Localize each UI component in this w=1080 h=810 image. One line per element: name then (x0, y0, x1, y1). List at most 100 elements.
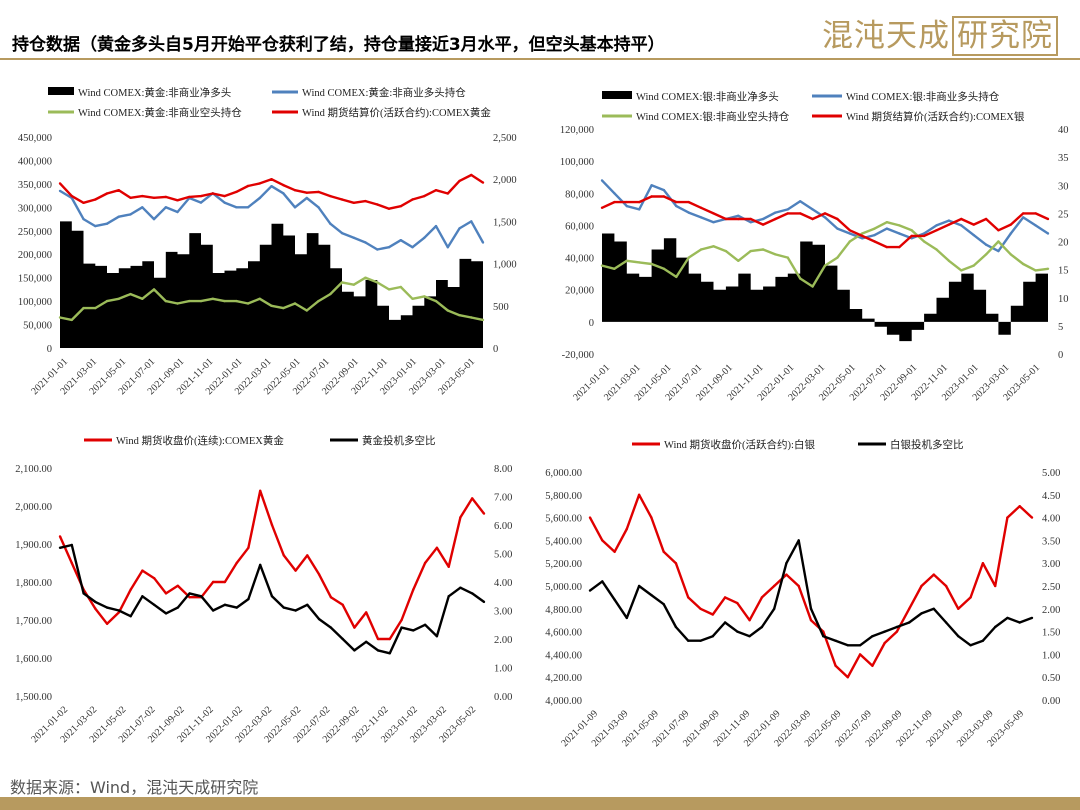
data-point (94, 600, 97, 604)
data-point (235, 299, 238, 303)
data-point (712, 221, 715, 224)
data-point (164, 299, 167, 303)
data-point (376, 637, 380, 641)
y-left-tick-label: 20,000 (565, 286, 594, 297)
data-point (662, 603, 665, 606)
y-right-tick-label: 0.00 (494, 692, 512, 703)
data-point (797, 584, 800, 588)
data-point (423, 561, 427, 565)
data-point (58, 189, 62, 193)
data-point (650, 516, 653, 519)
data-point (724, 217, 728, 221)
data-point (960, 269, 963, 272)
data-point (423, 236, 426, 239)
data-point (898, 232, 901, 235)
data-point (625, 204, 628, 208)
data-point (258, 196, 261, 200)
y-right-tick-label: 3.00 (494, 607, 512, 618)
y-left-tick-label: 200,000 (18, 250, 52, 261)
y-left-tick-label: 1,600.00 (15, 654, 52, 665)
data-point (305, 191, 308, 194)
y-left-tick-label: 1,800.00 (15, 578, 52, 589)
data-point (834, 664, 837, 667)
data-point (411, 198, 414, 201)
data-point (984, 253, 988, 256)
data-point (920, 584, 923, 588)
data-point (1034, 224, 1037, 227)
data-point (399, 205, 402, 208)
data-point (105, 222, 109, 225)
data-point (711, 613, 714, 616)
data-point (650, 593, 653, 597)
data-point (662, 550, 665, 553)
data-point (270, 178, 273, 181)
data-point (898, 224, 901, 227)
data-point (353, 649, 356, 652)
data-point (105, 192, 109, 195)
series-line-0 (588, 493, 1033, 679)
data-point (152, 217, 156, 221)
data-point (482, 600, 486, 604)
data-point (387, 207, 391, 210)
page-title: 持仓数据（黄金多头自5月开始平仓获利了结，持仓量接近3月水平，但空头基本持平） (12, 35, 665, 55)
data-point (188, 195, 191, 199)
data-point (188, 299, 191, 303)
data-point (282, 192, 285, 195)
data-point (259, 489, 262, 492)
data-point (957, 635, 960, 638)
data-point (944, 621, 948, 624)
data-point (588, 516, 592, 519)
data-point (760, 625, 764, 629)
y-left-tick-label: -20,000 (562, 350, 594, 361)
data-point (972, 233, 975, 237)
data-point (848, 240, 851, 243)
y-left-tick-label: 5,800.00 (545, 491, 582, 502)
data-point (341, 603, 344, 606)
data-point (164, 612, 168, 615)
data-point (329, 194, 332, 198)
silver-ratio-chart: 4,000.00 4,200.00 4,400.00 4,600.00 4,800.00… (545, 438, 1060, 749)
data-point (774, 211, 777, 214)
data-point (293, 206, 297, 209)
data-point (317, 206, 320, 209)
data-point (786, 256, 789, 259)
data-point (846, 676, 849, 679)
data-point (293, 302, 297, 305)
data-point (317, 190, 320, 194)
data-point (94, 607, 97, 610)
y-right-tick-label: 15 (1058, 266, 1069, 277)
data-point (188, 592, 191, 595)
data-point (625, 200, 628, 204)
legend-label: Wind COMEX:银:非商业空头持仓 (636, 110, 790, 123)
data-point (329, 596, 333, 599)
data-point (836, 256, 839, 259)
data-point (861, 232, 864, 235)
data-point (70, 543, 74, 547)
data-point (898, 245, 901, 249)
data-point (329, 292, 332, 296)
data-point (459, 586, 462, 589)
data-point (994, 625, 997, 629)
data-point (1006, 616, 1009, 620)
data-point (588, 589, 592, 592)
data-point (809, 607, 813, 610)
data-point (481, 181, 485, 184)
data-point (152, 288, 156, 291)
data-point (650, 262, 653, 266)
data-point (749, 249, 752, 253)
data-point (613, 192, 616, 195)
data-point (848, 232, 851, 235)
y-right-tick-label: 8.00 (494, 464, 512, 475)
y-right-tick-label: 30 (1058, 181, 1069, 192)
y-right-tick-label: 2.50 (1042, 582, 1060, 593)
data-point (352, 283, 355, 286)
y-right-tick-label: 4.00 (1042, 514, 1060, 525)
y-left-tick-label: 100,000 (560, 157, 594, 168)
data-point (957, 607, 960, 610)
data-point (1030, 516, 1034, 519)
data-point (352, 236, 355, 239)
data-point (352, 201, 355, 204)
data-point (908, 621, 911, 624)
data-point (674, 625, 678, 629)
data-point (699, 206, 703, 209)
